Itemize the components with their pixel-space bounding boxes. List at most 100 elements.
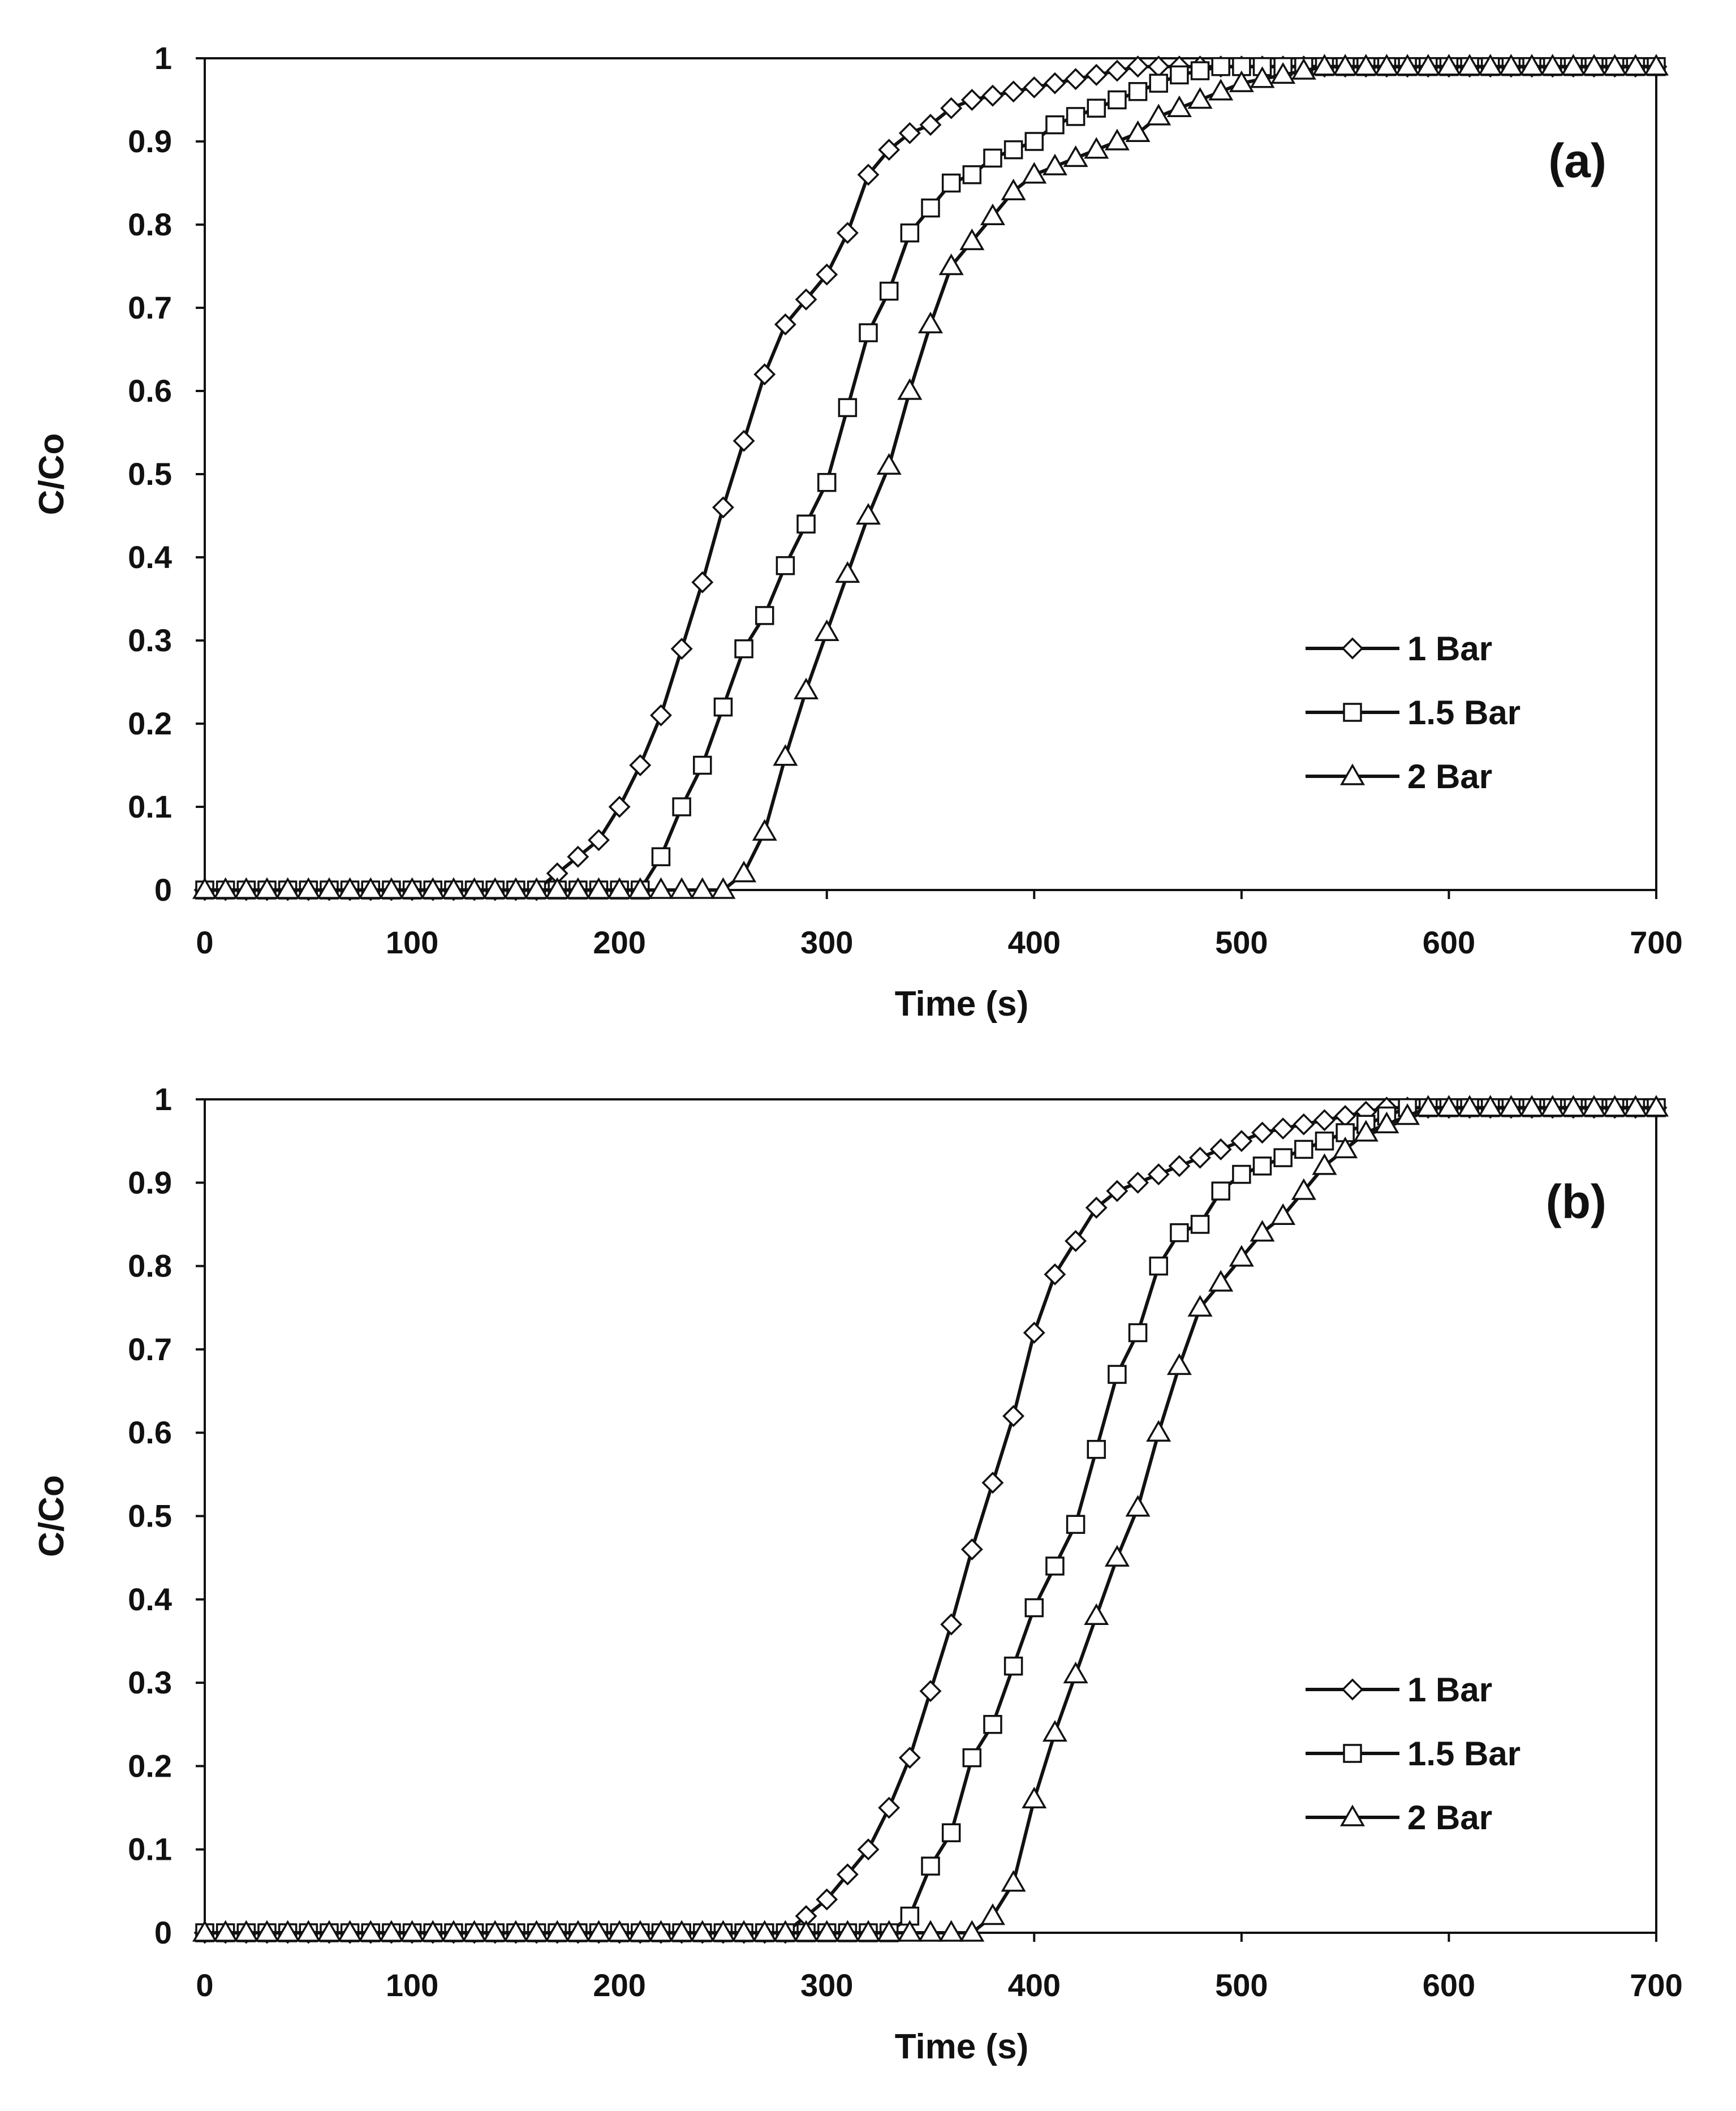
data-point-square (1232, 1164, 1251, 1184)
data-point-triangle (876, 453, 902, 475)
y-tick-label: 0.1 (128, 1831, 172, 1867)
data-point-diamond (816, 263, 838, 286)
data-point-triangle (1436, 1095, 1462, 1117)
data-point-triangle (959, 1920, 985, 1942)
data-point-square (900, 223, 920, 243)
data-point-triangle (1623, 1095, 1648, 1117)
data-point-square (962, 1748, 982, 1768)
data-point-triangle (358, 1920, 384, 1942)
data-point-square (1128, 82, 1148, 101)
data-point-diamond (629, 754, 652, 776)
data-point-diamond (1065, 1229, 1087, 1252)
data-point-square (1003, 140, 1023, 160)
data-point-diamond (940, 97, 963, 119)
data-point-square (941, 1823, 961, 1842)
data-point-triangle (1042, 153, 1067, 175)
x-tick-label: 0 (196, 925, 213, 960)
data-point-diamond (940, 1613, 963, 1636)
data-point-diamond (1127, 55, 1149, 78)
data-point-triangle (1063, 1661, 1088, 1684)
x-tick-label: 200 (593, 925, 645, 960)
y-tick-label: 0.5 (128, 1498, 172, 1534)
data-point-triangle (1643, 1095, 1669, 1117)
data-point-triangle (1229, 1245, 1254, 1267)
panel-label: (a) (1548, 134, 1606, 187)
data-point-triangle (586, 877, 611, 899)
data-point-diamond (1313, 1109, 1336, 1132)
data-point-triangle (1623, 54, 1648, 76)
data-point-square (1190, 1215, 1210, 1234)
data-point-square (1211, 1181, 1230, 1201)
data-point-triangle (690, 1920, 715, 1942)
y-tick-label: 0 (154, 1915, 172, 1950)
x-tick-label: 500 (1215, 1967, 1268, 2003)
y-tick-label: 0.6 (128, 373, 172, 409)
data-point-triangle (1561, 1095, 1586, 1117)
data-point-triangle (213, 877, 238, 899)
data-point-square (879, 281, 899, 301)
x-axis-label: Time (s) (895, 984, 1029, 1024)
data-point-square (1149, 74, 1168, 93)
data-point-triangle (586, 1920, 611, 1942)
data-point-triangle (1187, 1295, 1213, 1317)
data-point-triangle (938, 1920, 964, 1942)
x-tick-label: 300 (800, 1967, 853, 2003)
data-point-triangle (897, 1920, 923, 1942)
data-point-diamond (649, 704, 672, 726)
data-point-diamond (981, 84, 1004, 107)
data-point-diamond (836, 222, 859, 244)
data-point-triangle (1540, 54, 1565, 76)
data-point-triangle (254, 1920, 279, 1942)
legend-triangle-marker (1339, 1804, 1365, 1826)
data-point-square (776, 556, 795, 575)
data-point-diamond (898, 1747, 921, 1769)
data-point-triangle (917, 311, 944, 334)
data-point-triangle (420, 877, 446, 899)
data-point-triangle (648, 1920, 674, 1942)
legend-triangle-marker (1339, 763, 1365, 785)
data-point-triangle (275, 1920, 300, 1942)
data-point-square (838, 398, 858, 418)
data-point-diamond (670, 638, 693, 660)
data-point-triangle (1477, 1095, 1503, 1117)
x-tick-label: 400 (1008, 1967, 1061, 2003)
data-point-triangle (337, 877, 363, 899)
legend-label: 2 Bar (1407, 758, 1492, 796)
data-point-diamond (1065, 68, 1087, 91)
data-point-triangle (524, 877, 549, 899)
data-point-diamond (919, 114, 942, 136)
data-point-diamond (960, 89, 983, 111)
data-point-square (1066, 1515, 1085, 1534)
data-point-square (1108, 90, 1127, 110)
data-point-triangle (856, 1920, 881, 1942)
data-point-square (921, 1856, 940, 1876)
y-tick-label: 0.3 (128, 1665, 172, 1700)
data-point-diamond (1168, 1155, 1191, 1177)
data-point-triangle (1208, 79, 1234, 101)
data-point-diamond (1106, 59, 1128, 82)
data-point-diamond (1023, 76, 1045, 98)
data-point-square (1149, 1256, 1168, 1276)
data-point-square (755, 606, 774, 625)
data-point-diamond (1002, 80, 1025, 103)
data-point-triangle (648, 877, 674, 899)
data-point-diamond (691, 571, 714, 594)
data-point-square (796, 514, 816, 534)
data-point-diamond (1189, 1146, 1212, 1169)
data-point-diamond (1044, 1263, 1066, 1285)
data-point-triangle (1250, 66, 1275, 88)
data-point-diamond (567, 845, 589, 868)
data-point-diamond (960, 1538, 983, 1560)
data-point-triangle (1582, 1095, 1607, 1117)
chart-panel-b: 0 0.1 0.2 0.3 0.4 0.5 0.6 0.7 0.8 0.9 1 0 100 200 300 4… (32, 1081, 1683, 2066)
y-tick-label: 0.8 (128, 207, 172, 242)
data-point-triangle (296, 1920, 321, 1942)
data-point-diamond (816, 1888, 838, 1911)
data-point-triangle (1498, 54, 1524, 76)
data-point-square (859, 323, 878, 342)
data-point-triangle (1250, 1220, 1275, 1242)
data-point-triangle (1519, 54, 1545, 76)
data-point-triangle (773, 744, 798, 766)
legend-label: 2 Bar (1407, 1799, 1492, 1837)
data-point-triangle (752, 819, 777, 841)
